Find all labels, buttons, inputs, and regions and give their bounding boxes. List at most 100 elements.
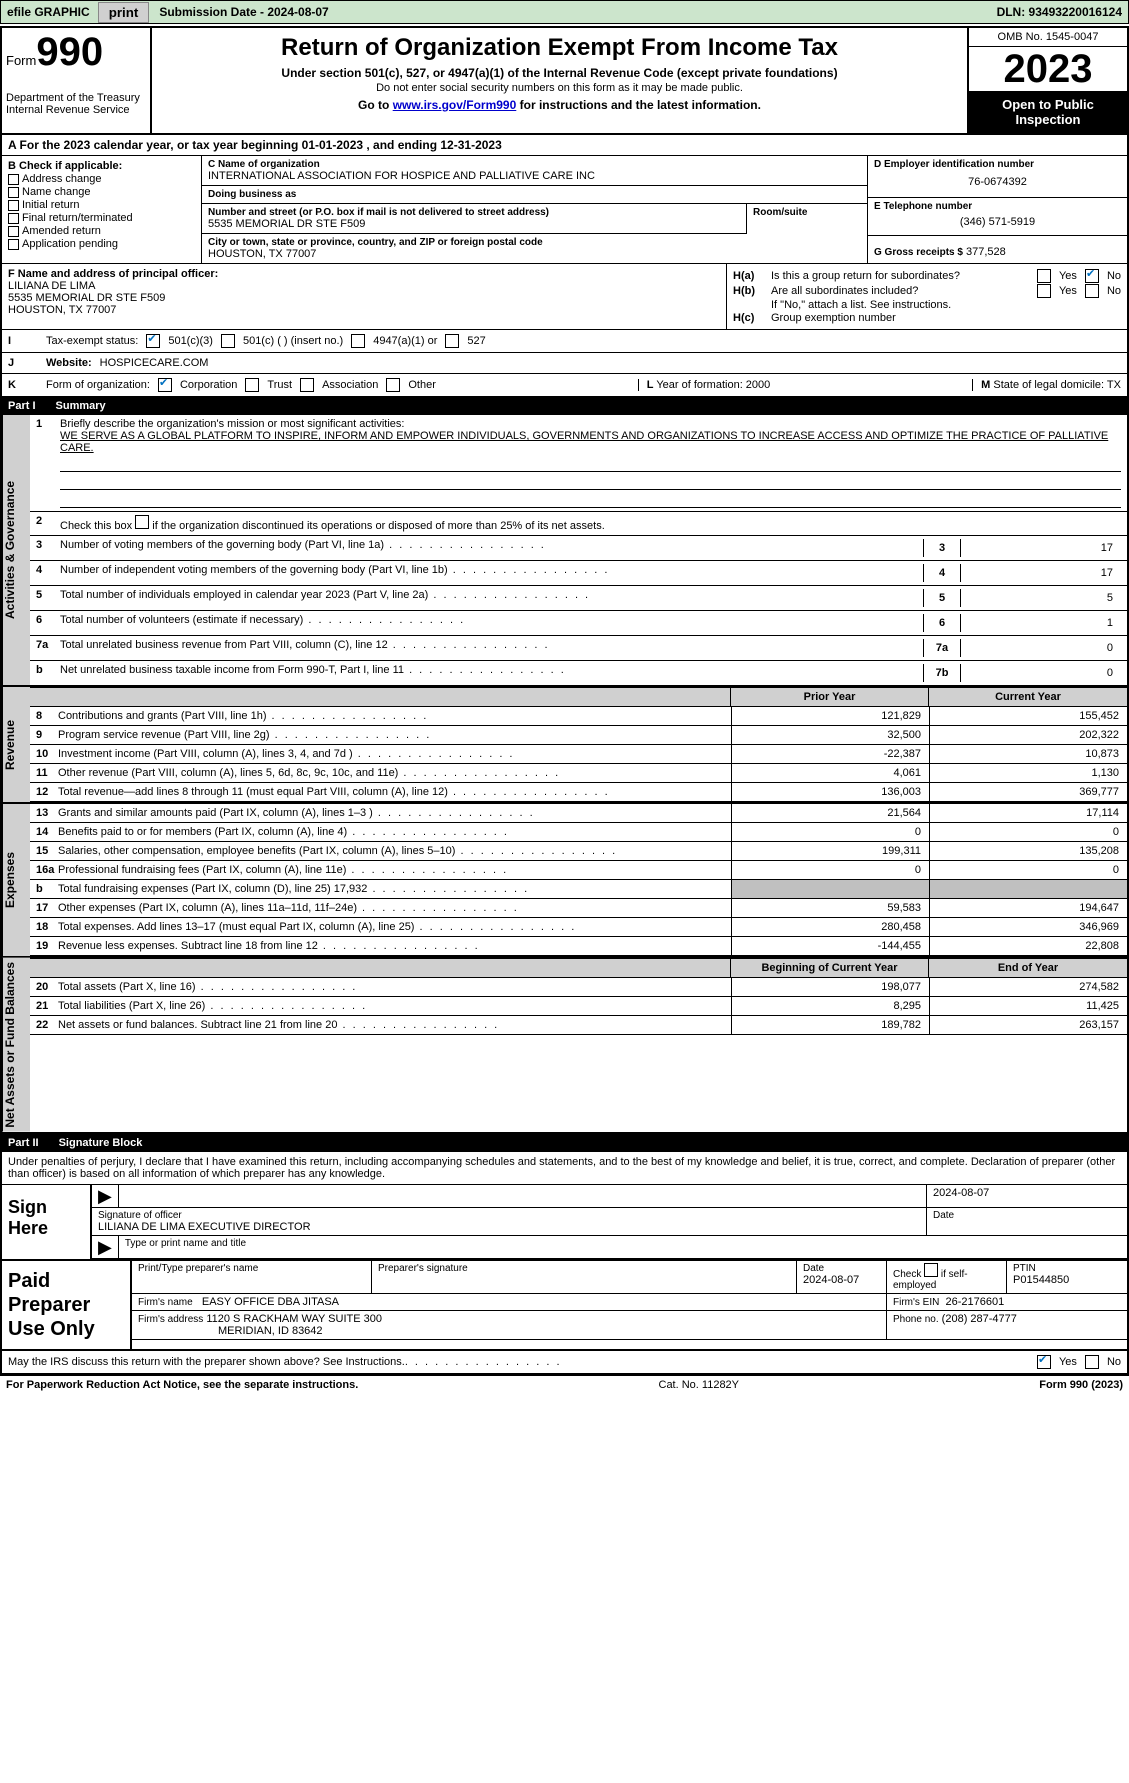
checkbox[interactable] [8,187,19,198]
summary-row: 5Total number of individuals employed in… [30,586,1127,611]
checkbox-item: Application pending [8,238,195,250]
hb-no-checkbox[interactable] [1085,284,1099,298]
section-f-h: F Name and address of principal officer:… [2,264,1127,330]
summary-row: 3Number of voting members of the governi… [30,536,1127,561]
hb-text: Are all subordinates included? [771,285,918,297]
officer-name: LILIANA DE LIMA [8,280,720,292]
officer-name-title: LILIANA DE LIMA EXECUTIVE DIRECTOR [98,1221,920,1233]
expenses-section: Expenses 13Grants and similar amounts pa… [2,804,1127,958]
section-j: J Website: HOSPICECARE.COM [2,353,1127,374]
form-990: Form990 Department of the Treasury Inter… [0,26,1129,1376]
data-row: 22Net assets or fund balances. Subtract … [30,1016,1127,1035]
prep-date: 2024-08-07 [803,1274,880,1286]
print-button[interactable]: print [98,2,150,23]
501c-checkbox[interactable] [221,334,235,348]
mission-label: Briefly describe the organization's miss… [60,418,1121,430]
net-assets-section: Net Assets or Fund Balances Beginning of… [2,958,1127,1134]
checkbox-item: Initial return [8,199,195,211]
addr-label: Number and street (or P.O. box if mail i… [208,207,740,218]
omb-number: OMB No. 1545-0047 [969,28,1127,47]
ptin-value: P01544850 [1013,1274,1121,1286]
prior-year-header: Prior Year [731,688,929,706]
prep-name-label: Print/Type preparer's name [132,1261,372,1293]
self-emp-label: Check if self-employed [887,1261,1007,1293]
prep-sig-label: Preparer's signature [372,1261,797,1293]
checkbox[interactable] [8,200,19,211]
signature-intro: Under penalties of perjury, I declare th… [2,1152,1127,1185]
org-name-label: C Name of organization [208,159,861,170]
other-checkbox[interactable] [386,378,400,392]
paperwork-notice: For Paperwork Reduction Act Notice, see … [6,1379,358,1391]
discuss-no-checkbox[interactable] [1085,1355,1099,1369]
summary-row: 7aTotal unrelated business revenue from … [30,636,1127,661]
eoy-header: End of Year [929,959,1127,977]
col-b-header: B Check if applicable: [8,160,195,172]
data-row: 12Total revenue—add lines 8 through 11 (… [30,783,1127,802]
data-row: 8Contributions and grants (Part VIII, li… [30,707,1127,726]
4947-checkbox[interactable] [351,334,365,348]
prior-current-header: Prior Year Current Year [30,687,1127,707]
type-print-label: Type or print name and title [119,1236,1127,1258]
ha-no-checkbox[interactable] [1085,269,1099,283]
activities-governance-section: Activities & Governance 1 Briefly descri… [2,415,1127,687]
trust-checkbox[interactable] [245,378,259,392]
data-row: 11Other revenue (Part VIII, column (A), … [30,764,1127,783]
column-c: C Name of organization INTERNATIONAL ASS… [202,156,867,263]
section-b-through-g: B Check if applicable: Address changeNam… [2,156,1127,264]
checkbox[interactable] [8,239,19,250]
summary-row: 4Number of independent voting members of… [30,561,1127,586]
boy-eoy-header: Beginning of Current Year End of Year [30,958,1127,978]
column-h: H(a) Is this a group return for subordin… [727,264,1127,329]
paid-preparer-label: Paid Preparer Use Only [2,1261,132,1349]
ein-label: D Employer identification number [874,159,1121,170]
line2-checkbox[interactable] [135,515,149,529]
data-row: 18Total expenses. Add lines 13–17 (must … [30,918,1127,937]
dept-label: Department of the Treasury Internal Reve… [6,92,146,116]
state-domicile: State of legal domicile: TX [993,379,1121,391]
501c3-checkbox[interactable] [146,334,160,348]
form-ref: Form 990 (2023) [1039,1379,1123,1391]
tax-year: 2023 [969,47,1127,91]
data-row: 9Program service revenue (Part VIII, lin… [30,726,1127,745]
header-middle: Return of Organization Exempt From Incom… [152,28,967,133]
officer-city: HOUSTON, TX 77007 [8,304,720,316]
assoc-checkbox[interactable] [300,378,314,392]
irs-link[interactable]: www.irs.gov/Form990 [393,98,517,112]
website-label: Website: [46,357,92,369]
form-title: Return of Organization Exempt From Incom… [158,34,961,62]
data-row: 10Investment income (Part VIII, column (… [30,745,1127,764]
tax-exempt-label: Tax-exempt status: [46,335,138,347]
checkbox[interactable] [8,213,19,224]
revenue-section: Revenue Prior Year Current Year 8Contrib… [2,687,1127,804]
ha-yes-checkbox[interactable] [1037,269,1051,283]
checkbox-item: Amended return [8,225,195,237]
firm-ein: 26-2176601 [945,1296,1004,1308]
corp-checkbox[interactable] [158,378,172,392]
discuss-yes-checkbox[interactable] [1037,1355,1051,1369]
checkbox[interactable] [8,174,19,185]
summary-row: bNet unrelated business taxable income f… [30,661,1127,685]
data-row: 17Other expenses (Part IX, column (A), l… [30,899,1127,918]
dba-label: Doing business as [208,189,861,200]
527-checkbox[interactable] [445,334,459,348]
year-formation: Year of formation: 2000 [656,379,770,391]
part-2-header: Part II Signature Block [2,1134,1127,1152]
gross-value: 377,528 [966,246,1006,258]
header-left: Form990 Department of the Treasury Inter… [2,28,152,133]
line-a: A For the 2023 calendar year, or tax yea… [2,135,1127,156]
sign-date: 2024-08-07 [927,1185,1127,1207]
submission-date: Submission Date - 2024-08-07 [151,5,336,19]
phone-label: E Telephone number [874,201,1121,212]
room-label: Room/suite [753,207,861,218]
checkbox-item: Address change [8,173,195,185]
column-b: B Check if applicable: Address changeNam… [2,156,202,263]
checkbox[interactable] [8,226,19,237]
hb-yes-checkbox[interactable] [1037,284,1051,298]
data-row: 16aProfessional fundraising fees (Part I… [30,861,1127,880]
hc-text: Group exemption number [771,312,896,324]
form-org-label: Form of organization: [46,379,150,391]
discuss-text: May the IRS discuss this return with the… [8,1356,405,1368]
section-i: I Tax-exempt status: 501(c)(3) 501(c) ( … [2,330,1127,353]
data-row: 14Benefits paid to or for members (Part … [30,823,1127,842]
self-emp-checkbox[interactable] [924,1263,938,1277]
